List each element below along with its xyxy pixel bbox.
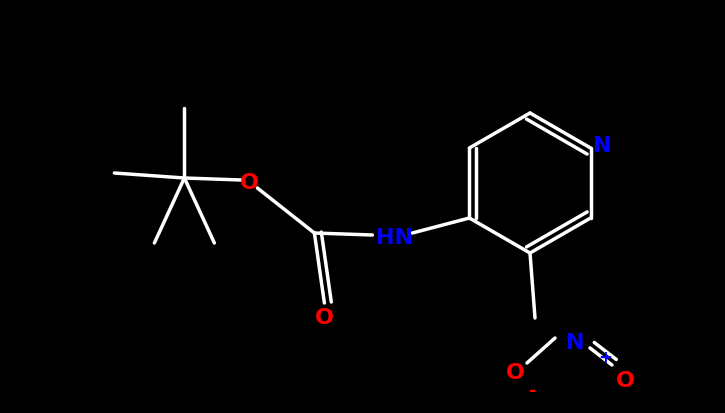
Text: N: N <box>566 333 584 353</box>
Text: O: O <box>616 371 634 391</box>
Text: +: + <box>598 349 612 367</box>
Text: O: O <box>505 363 524 383</box>
Text: -: - <box>529 382 536 400</box>
Text: O: O <box>240 173 259 193</box>
Text: O: O <box>315 308 334 328</box>
Text: HN: HN <box>376 228 413 248</box>
Text: N: N <box>593 136 612 156</box>
